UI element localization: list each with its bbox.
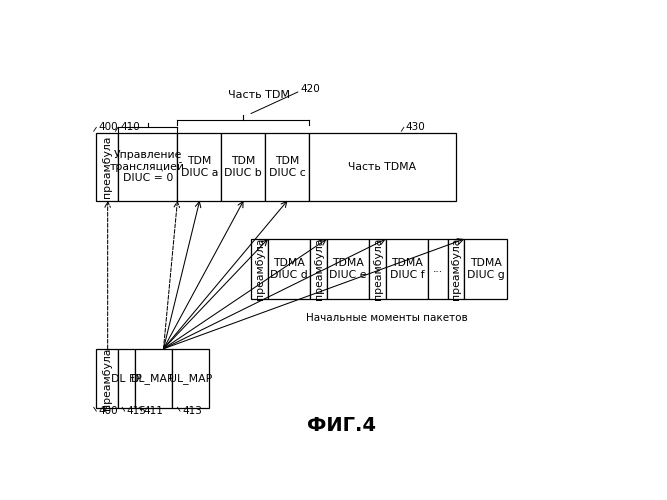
Text: преамбула: преамбула bbox=[451, 238, 461, 300]
Text: преамбула: преамбула bbox=[372, 238, 382, 300]
Text: TDMA
DIUC e: TDMA DIUC e bbox=[329, 258, 367, 280]
Text: 420: 420 bbox=[301, 84, 320, 94]
Text: 415: 415 bbox=[127, 406, 147, 416]
Bar bbox=[96, 133, 118, 200]
Bar bbox=[386, 239, 428, 298]
Text: Управление
трансляцией
DIUC = 0: Управление трансляцией DIUC = 0 bbox=[110, 150, 185, 184]
Text: Часть TDM: Часть TDM bbox=[228, 90, 290, 101]
Bar bbox=[327, 239, 370, 298]
Text: 411: 411 bbox=[144, 406, 163, 416]
Bar bbox=[118, 133, 177, 200]
Bar bbox=[370, 239, 386, 298]
Text: преамбула: преамбула bbox=[102, 136, 112, 198]
Text: DL_MAP: DL_MAP bbox=[131, 373, 175, 384]
Text: Часть TDMA: Часть TDMA bbox=[348, 162, 416, 172]
Text: DL FP: DL FP bbox=[111, 374, 141, 384]
Text: преамбула: преамбула bbox=[255, 238, 265, 300]
Text: TDMA
DIUC g: TDMA DIUC g bbox=[467, 258, 504, 280]
Text: TDMA
DIUC d: TDMA DIUC d bbox=[270, 258, 308, 280]
Text: преамбула: преамбула bbox=[313, 238, 323, 300]
Text: TDM
DIUC b: TDM DIUC b bbox=[225, 156, 262, 178]
Text: 410: 410 bbox=[120, 122, 140, 132]
Bar bbox=[310, 239, 327, 298]
Bar bbox=[251, 239, 268, 298]
Bar bbox=[464, 239, 507, 298]
Bar bbox=[428, 239, 448, 298]
Text: UL_MAP: UL_MAP bbox=[169, 373, 212, 384]
Text: преамбула: преамбула bbox=[102, 348, 112, 410]
Text: Начальные моменты пакетов: Начальные моменты пакетов bbox=[305, 313, 468, 323]
Text: ФИГ.4: ФИГ.4 bbox=[307, 416, 376, 436]
Text: 430: 430 bbox=[406, 122, 426, 132]
Text: TDM
DIUC a: TDM DIUC a bbox=[181, 156, 218, 178]
Text: TDM
DIUC c: TDM DIUC c bbox=[269, 156, 305, 178]
Bar bbox=[172, 349, 209, 408]
Text: 400: 400 bbox=[98, 406, 118, 416]
Bar bbox=[448, 239, 464, 298]
Bar bbox=[135, 349, 172, 408]
Bar bbox=[221, 133, 265, 200]
Text: 400: 400 bbox=[98, 122, 118, 132]
Bar bbox=[96, 349, 118, 408]
Text: TDMA
DIUC f: TDMA DIUC f bbox=[390, 258, 424, 280]
Bar bbox=[265, 133, 309, 200]
Text: 413: 413 bbox=[182, 406, 202, 416]
Bar bbox=[309, 133, 456, 200]
Bar bbox=[268, 239, 310, 298]
Text: ...: ... bbox=[433, 264, 443, 274]
Bar bbox=[177, 133, 221, 200]
Bar bbox=[118, 349, 135, 408]
